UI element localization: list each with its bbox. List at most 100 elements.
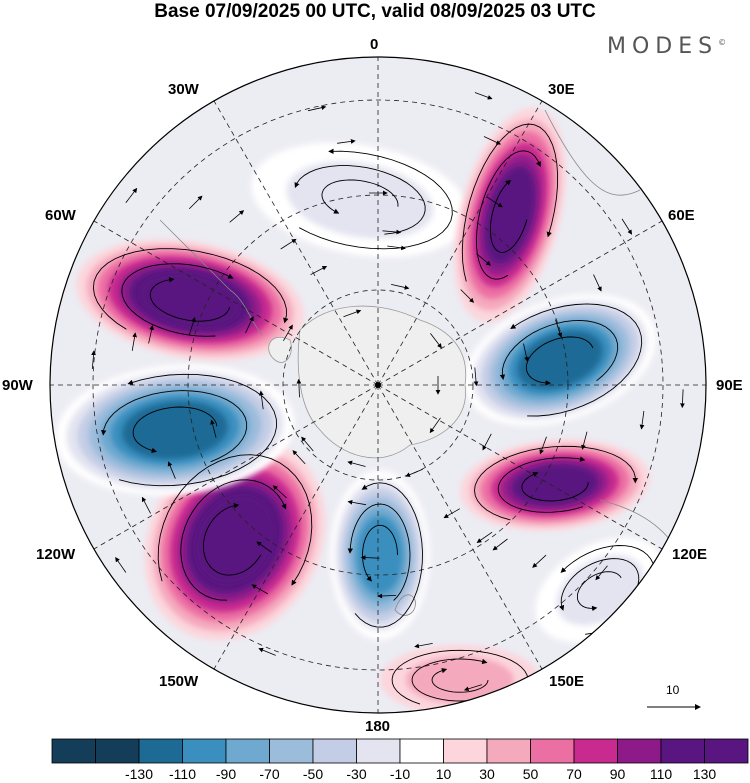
wind-arrow <box>593 274 602 292</box>
wind-arrow <box>292 450 306 465</box>
colorbar-swatch <box>182 738 227 764</box>
streamline <box>489 179 528 253</box>
wind-arrow <box>463 684 483 692</box>
streamline <box>362 524 398 582</box>
wind-arrow <box>347 499 367 506</box>
meridian-line <box>377 384 543 670</box>
wind-arrow <box>210 419 217 438</box>
lon-label-60e: 60E <box>668 207 695 224</box>
colorbar-tick-label: -70 <box>259 766 280 782</box>
streamline <box>298 148 453 250</box>
streamline <box>411 658 488 702</box>
lon-label-150w: 150W <box>159 673 199 690</box>
wind-arrow <box>337 139 356 144</box>
streamline <box>391 649 531 705</box>
colorbar-tick-label: -10 <box>389 766 411 782</box>
wind-arrow <box>414 643 433 649</box>
wind-arrow <box>272 485 287 499</box>
reference-vector-label: 10 <box>666 683 680 697</box>
streamline <box>347 503 411 601</box>
colorbar-tick-label: -110 <box>169 766 196 782</box>
anomaly-contour <box>357 516 403 594</box>
wind-arrow <box>405 468 423 477</box>
wind-arrow <box>430 333 442 349</box>
wind-arrow <box>131 332 137 351</box>
colorbar-tick-label: -50 <box>302 766 324 782</box>
anomaly-contour <box>517 330 603 390</box>
colorbar-swatch <box>573 738 618 764</box>
wind-arrow <box>680 389 685 409</box>
wind-arrow <box>532 554 547 568</box>
wind-arrow <box>391 284 410 290</box>
lon-label-0: 0 <box>370 36 379 53</box>
coastline-africa <box>544 109 641 196</box>
wind-arrow <box>474 92 493 100</box>
streamline <box>475 150 541 280</box>
streamline <box>559 558 640 611</box>
wind-arrow <box>283 324 293 341</box>
meridian-line <box>93 220 379 386</box>
colorbar-tick-label: -90 <box>215 766 237 782</box>
field-layer <box>50 57 706 713</box>
lon-label-120w: 120W <box>36 546 76 563</box>
meridian-line <box>377 384 663 550</box>
streamline <box>576 571 622 612</box>
wind-arrow <box>595 565 608 581</box>
wind-arrow <box>245 316 254 334</box>
lon-label-30e: 30E <box>548 81 575 98</box>
streamline <box>431 668 489 693</box>
wind-arrow <box>621 218 633 235</box>
wind-arrow <box>229 210 245 223</box>
wind-arrow <box>301 436 314 452</box>
lon-label-180: 180 <box>365 718 391 735</box>
streamline <box>294 165 426 235</box>
colorbar-tick-label: -130 <box>124 766 154 782</box>
wind-arrow <box>167 461 176 479</box>
colorbar-swatch <box>138 738 183 764</box>
wind-arrow <box>148 325 154 344</box>
wind-arrow <box>492 538 508 551</box>
lon-label-60w: 60W <box>45 207 76 224</box>
wind-arrow <box>443 508 460 519</box>
south-pole-marker <box>375 382 381 388</box>
wind-arrow <box>251 584 268 595</box>
wind-arrow <box>125 187 138 204</box>
wind-arrow <box>141 496 151 514</box>
wind-arrow <box>523 343 529 362</box>
graticule <box>50 57 706 713</box>
anomaly-contour <box>406 656 514 704</box>
anomaly-pacific-low <box>330 470 430 640</box>
wind-arrow <box>581 431 588 450</box>
wind-arrow <box>91 350 96 370</box>
antarctica <box>268 305 467 459</box>
streamline <box>321 179 399 214</box>
wind-arrow <box>280 238 297 250</box>
wind-arrow <box>483 136 502 145</box>
meridian-line <box>377 100 543 386</box>
colorbar-tick-label: 70 <box>566 766 582 782</box>
lon-label-30w: 30W <box>168 81 199 98</box>
latitude-circle <box>92 99 664 671</box>
wind-arrow <box>360 555 380 560</box>
streamline <box>499 319 619 382</box>
wind-arrow <box>555 319 563 338</box>
colorbar-tick-label: -30 <box>346 766 367 782</box>
streamline <box>118 373 278 487</box>
colorbar-swatch <box>704 738 749 764</box>
anomaly-atlantic-low <box>251 142 469 258</box>
streamline <box>92 248 289 330</box>
colorbar-tick-label: 130 <box>692 766 717 782</box>
colorbar-swatch <box>660 738 705 764</box>
colorbar-swatch <box>269 738 314 764</box>
anomaly-south-indian-high <box>460 439 650 531</box>
wind-arrow <box>429 417 441 434</box>
wind-arrow <box>482 433 492 451</box>
wind-arrow <box>476 531 493 543</box>
copyright-mark: © <box>718 38 727 47</box>
lon-label-90w: 90W <box>2 377 33 394</box>
wind-arrow <box>639 410 645 430</box>
lon-label-150e: 150E <box>549 673 585 690</box>
meridian-line <box>377 220 663 386</box>
colorbar-swatch <box>399 738 444 764</box>
